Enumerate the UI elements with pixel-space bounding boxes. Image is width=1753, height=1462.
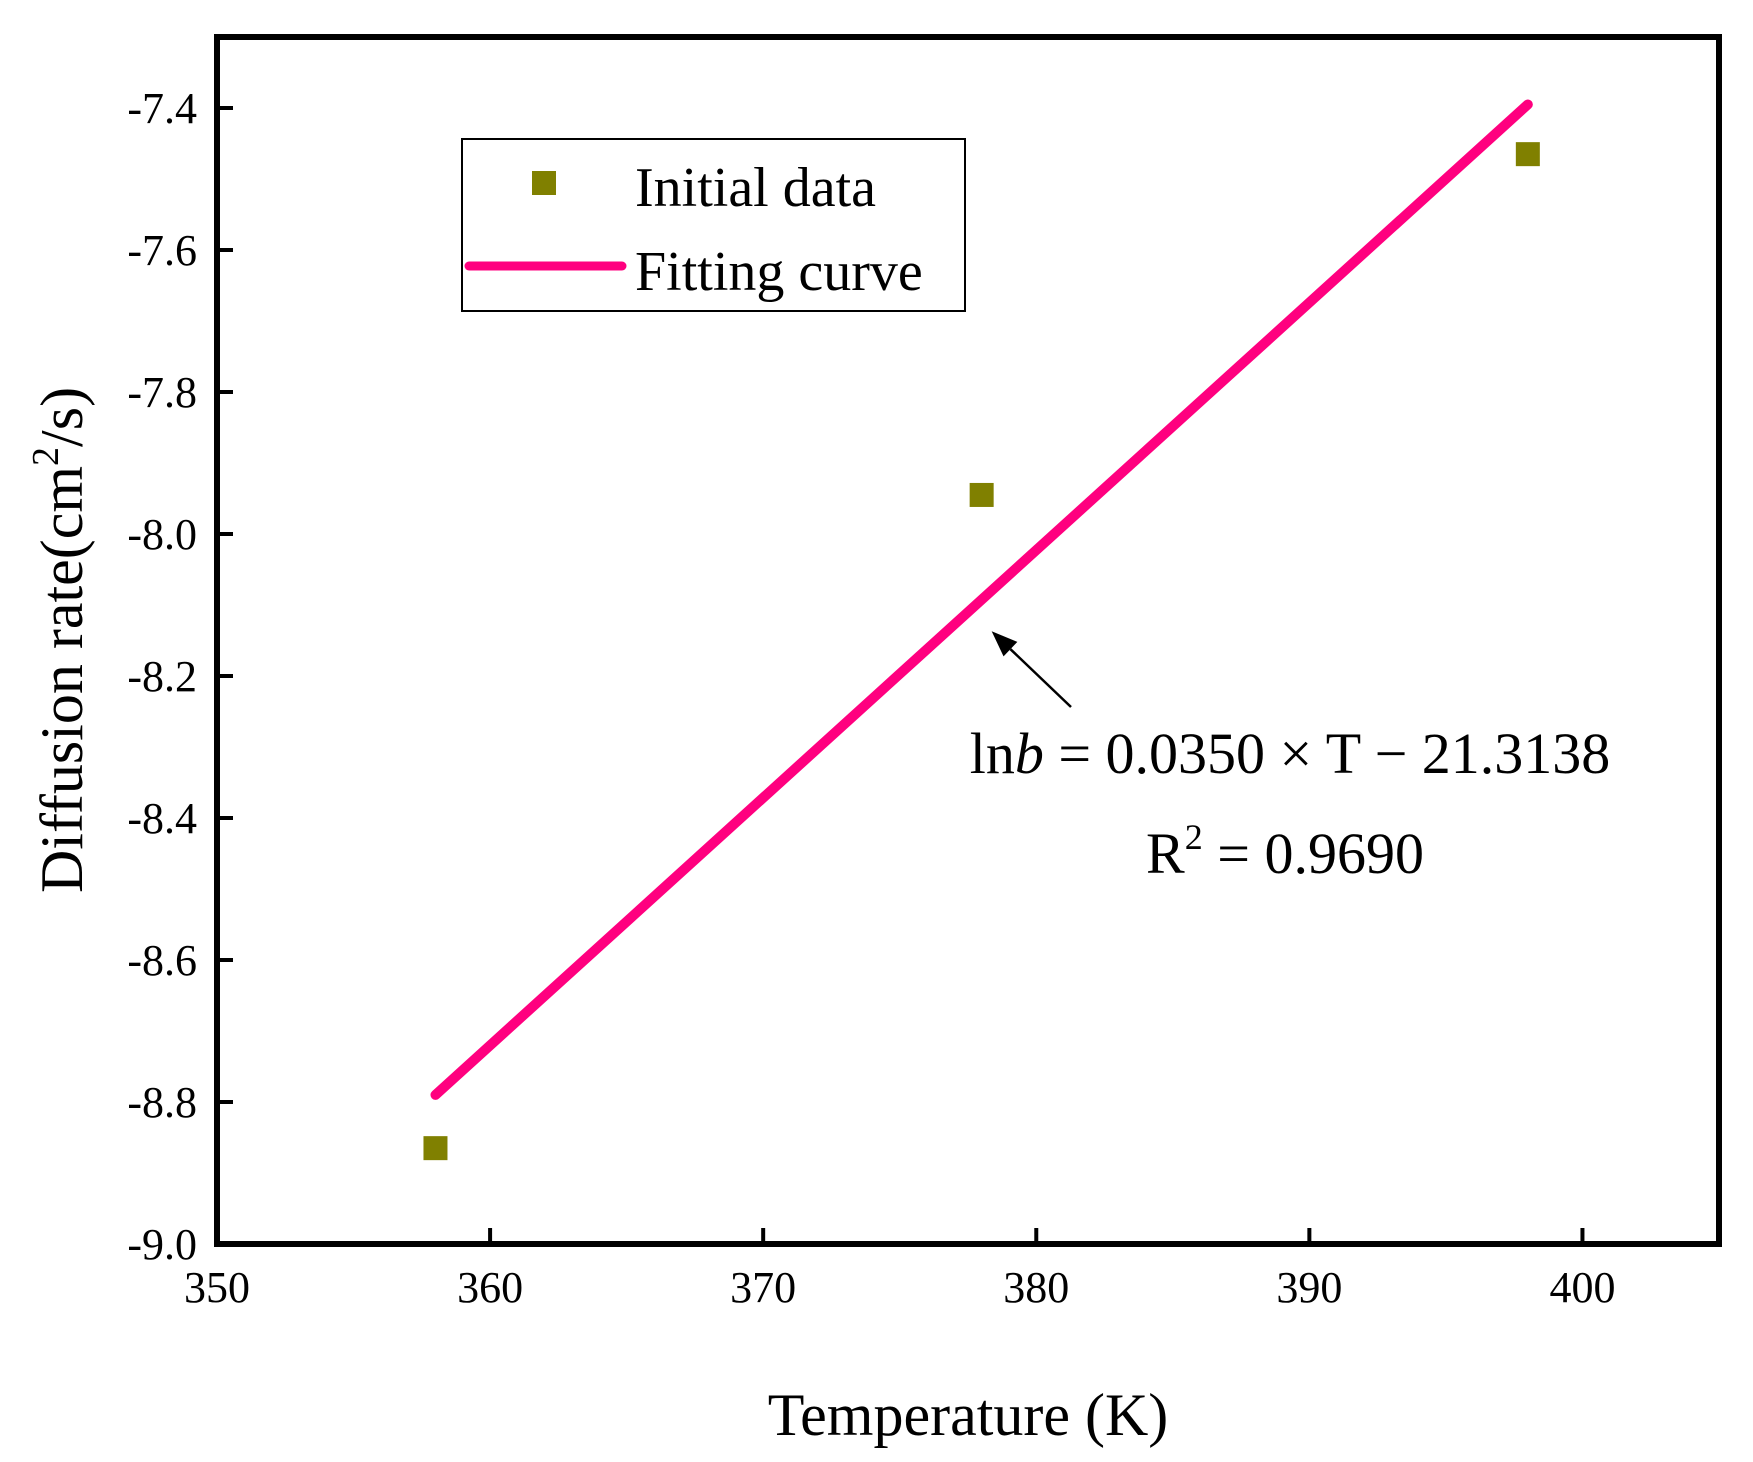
y-tick-label: -8.2	[127, 652, 197, 701]
annotation-arrow-head	[991, 631, 1018, 657]
y-axis: -9.0 -8.8 -8.6 -8.4 -8.2 -8.0 -7.8 -7.6 -7.4	[127, 84, 233, 1269]
legend-box	[461, 138, 966, 312]
plot-frame	[214, 34, 1722, 1247]
initial-data-points	[423, 142, 1540, 1161]
fit-equation-variable: b	[1015, 721, 1044, 786]
r-squared-value: = 0.9690	[1203, 821, 1424, 886]
y-tick-label: -8.6	[127, 936, 197, 985]
y-tick-label: -8.4	[127, 794, 197, 843]
y-axis-title-superscript: 2	[25, 447, 67, 466]
x-tick-label: 400	[1549, 1263, 1615, 1312]
data-point	[423, 1136, 448, 1161]
x-tick-label: 360	[457, 1263, 523, 1312]
y-tick-label: -7.8	[127, 368, 197, 417]
r-squared-prefix: R	[1146, 821, 1185, 886]
data-point	[1515, 142, 1540, 167]
y-tick-label: -9.0	[127, 1220, 197, 1269]
legend: Initial data Fitting curve	[461, 138, 966, 312]
y-tick-label: -8.0	[127, 510, 197, 559]
r-squared-superscript: 2	[1185, 817, 1203, 857]
legend-marker-initial-data	[532, 171, 556, 195]
y-tick-label: -7.4	[127, 84, 197, 133]
y-axis-title-prefix: Diffusion rate(cm	[29, 466, 95, 893]
x-axis: 350 360 370 380 390 400	[184, 1228, 1615, 1312]
legend-label-initial-data: Initial data	[635, 157, 876, 219]
fit-equation: lnb = 0.0350 × T − 21.3138	[970, 721, 1611, 786]
y-axis-title: Diffusion rate(cm2/s)	[25, 387, 95, 893]
y-axis-title-suffix: /s)	[29, 387, 95, 447]
y-tick-label: -8.8	[127, 1078, 197, 1127]
x-tick-label: 390	[1276, 1263, 1342, 1312]
fit-equation-body: = 0.0350 × T − 21.3138	[1044, 721, 1610, 786]
fit-equation-prefix: ln	[970, 721, 1015, 786]
x-tick-label: 380	[1003, 1263, 1069, 1312]
data-point	[969, 482, 994, 507]
r-squared: R2 = 0.9690	[1146, 817, 1424, 886]
fitting-curve-line	[430, 99, 1533, 1100]
annotation-arrow-line	[1009, 648, 1072, 708]
legend-label-fitting-curve: Fitting curve	[635, 241, 923, 303]
y-tick-label: -7.6	[127, 226, 197, 275]
x-tick-label: 350	[184, 1263, 250, 1312]
annotation-arrow	[991, 631, 1072, 708]
x-tick-label: 370	[730, 1263, 796, 1312]
x-axis-title: Temperature (K)	[768, 1382, 1169, 1448]
